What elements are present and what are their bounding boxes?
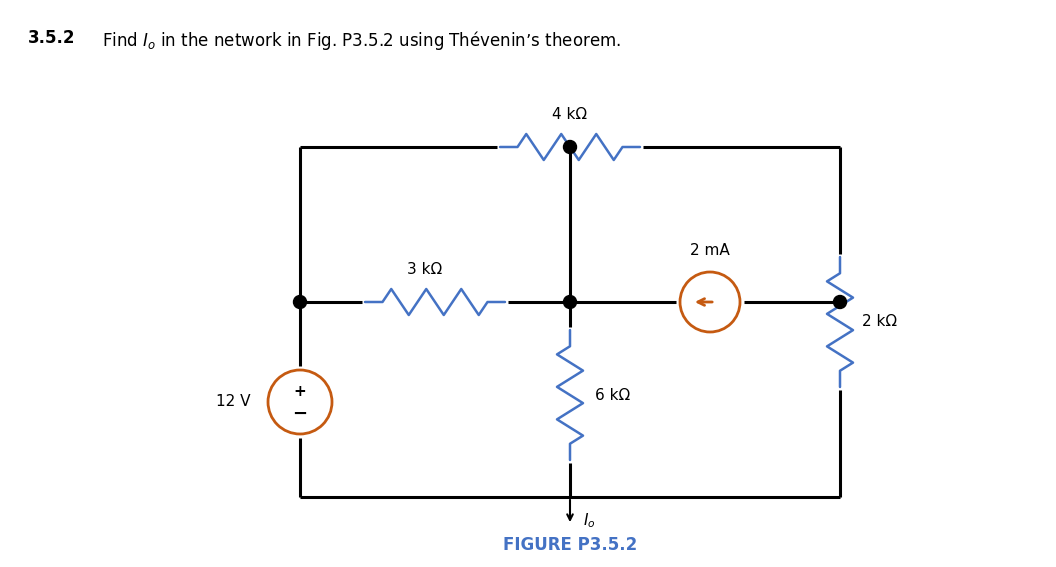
Circle shape: [294, 295, 306, 308]
Text: FIGURE P3.5.2: FIGURE P3.5.2: [503, 536, 637, 554]
Text: 2 kΩ: 2 kΩ: [862, 315, 898, 329]
Text: Find $I_o$ in the network in Fig. P3.5.2 using Thévenin’s theorem.: Find $I_o$ in the network in Fig. P3.5.2…: [102, 29, 621, 52]
Circle shape: [564, 295, 577, 308]
Text: $I_o$: $I_o$: [583, 511, 596, 530]
Circle shape: [833, 295, 847, 308]
Text: 12 V: 12 V: [215, 395, 250, 409]
Text: 2 mA: 2 mA: [691, 243, 730, 258]
Text: −: −: [293, 405, 307, 423]
Text: 6 kΩ: 6 kΩ: [595, 387, 630, 403]
Text: +: +: [294, 384, 306, 400]
Text: 3.5.2: 3.5.2: [29, 29, 75, 47]
Text: 3 kΩ: 3 kΩ: [408, 262, 442, 277]
Circle shape: [564, 141, 577, 154]
Text: 4 kΩ: 4 kΩ: [552, 107, 587, 122]
